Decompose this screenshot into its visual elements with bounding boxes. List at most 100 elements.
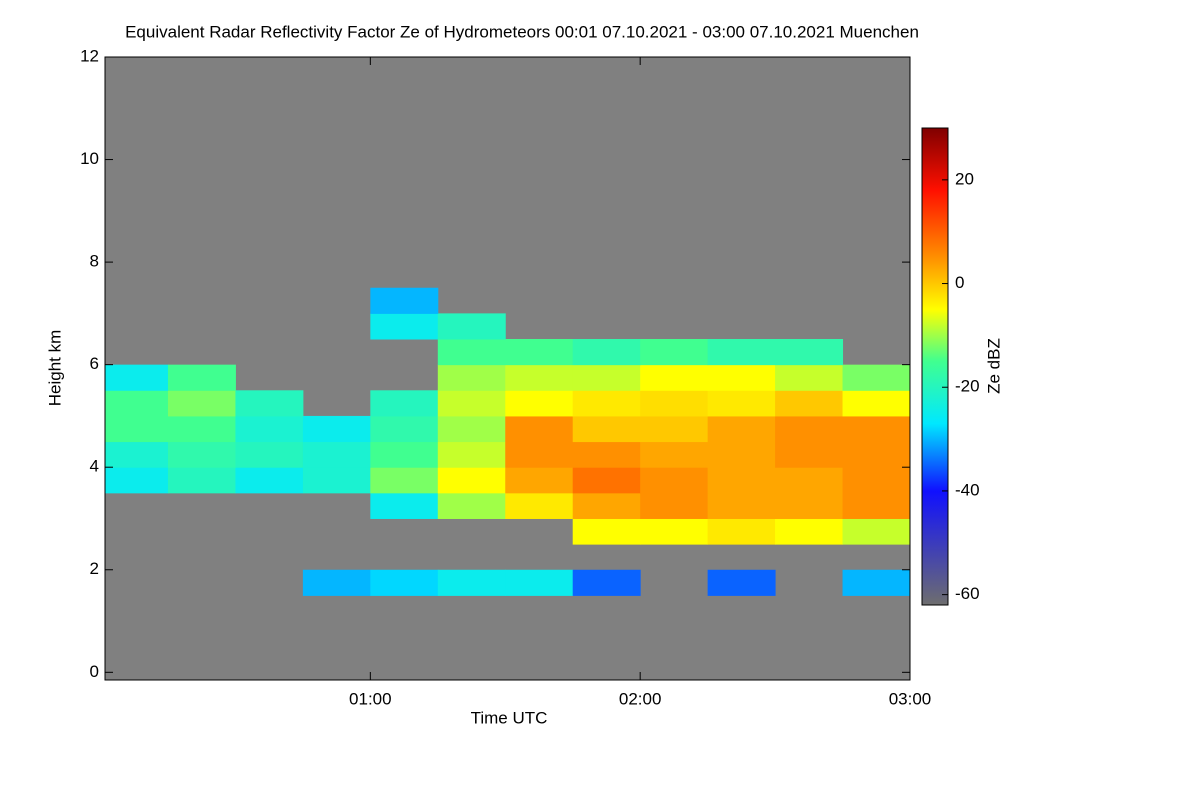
- colorbar-tick-label: -40: [955, 480, 980, 499]
- heatmap-cell: [370, 313, 439, 340]
- heatmap-cell: [775, 415, 844, 443]
- heatmap-cell: [572, 364, 641, 391]
- heatmap-cell: [572, 415, 641, 443]
- heatmap-cell: [707, 390, 776, 417]
- heatmap-cell: [707, 364, 776, 391]
- heatmap-cell: [707, 569, 776, 596]
- heatmap-cell: [105, 441, 169, 468]
- heatmap-cell: [505, 441, 574, 468]
- colorbar-tick-label: -60: [955, 584, 980, 603]
- heatmap-cell: [437, 364, 506, 391]
- heatmap-cell: [707, 492, 776, 519]
- heatmap-cell: [370, 441, 439, 468]
- heatmap-cell: [505, 339, 574, 366]
- heatmap: [105, 287, 910, 596]
- heatmap-cell: [842, 415, 910, 443]
- chart-title: Equivalent Radar Reflectivity Factor Ze …: [125, 22, 919, 41]
- heatmap-cell: [235, 467, 304, 494]
- heatmap-cell: [572, 492, 641, 519]
- y-tick-label: 12: [80, 46, 99, 65]
- heatmap-cell: [505, 467, 574, 494]
- heatmap-cell: [505, 569, 574, 596]
- x-tick-label: 02:00: [619, 689, 662, 708]
- heatmap-cell: [105, 415, 169, 443]
- heatmap-cell: [842, 518, 910, 545]
- heatmap-cell: [235, 415, 304, 443]
- heatmap-cell: [640, 364, 709, 391]
- heatmap-cell: [775, 518, 844, 545]
- heatmap-cell: [370, 467, 439, 494]
- heatmap-cell: [572, 441, 641, 468]
- y-tick-label: 4: [90, 457, 99, 476]
- x-tick-label: 01:00: [349, 689, 392, 708]
- colorbar-tick-label: 0: [955, 273, 964, 292]
- x-tick-label: 03:00: [889, 689, 932, 708]
- x-axis-label: Time UTC: [471, 708, 548, 727]
- y-axis-label: Height km: [45, 330, 64, 407]
- heatmap-cell: [167, 415, 236, 443]
- plot-frame: [104, 56, 911, 681]
- heatmap-cell: [572, 467, 641, 494]
- y-tick-label: 8: [90, 252, 99, 271]
- heatmap-cell: [842, 390, 910, 417]
- heatmap-cell: [105, 390, 169, 417]
- heatmap-cell: [167, 364, 236, 391]
- y-tick-label: 6: [90, 354, 99, 373]
- heatmap-cell: [235, 441, 304, 468]
- heatmap-cell: [505, 492, 574, 519]
- y-tick-label: 10: [80, 149, 99, 168]
- colorbar: [921, 127, 949, 606]
- heatmap-cell: [302, 415, 371, 443]
- heatmap-cell: [370, 287, 439, 314]
- heatmap-cell: [370, 569, 439, 596]
- heatmap-cell: [437, 390, 506, 417]
- y-tick-label: 0: [90, 662, 99, 681]
- heatmap-cell: [775, 467, 844, 494]
- heatmap-cell: [775, 339, 844, 366]
- colorbar-tick-label: -20: [955, 377, 980, 396]
- heatmap-cell: [572, 390, 641, 417]
- heatmap-cell: [640, 390, 709, 417]
- heatmap-cell: [775, 390, 844, 417]
- heatmap-cell: [167, 390, 236, 417]
- heatmap-cell: [105, 364, 169, 391]
- heatmap-cell: [640, 441, 709, 468]
- plot-area: [104, 56, 911, 681]
- heatmap-cell: [640, 467, 709, 494]
- heatmap-cell: [842, 467, 910, 494]
- heatmap-cell: [640, 415, 709, 443]
- heatmap-cell: [437, 415, 506, 443]
- heatmap-cell: [707, 467, 776, 494]
- heatmap-cell: [505, 390, 574, 417]
- heatmap-cell: [105, 467, 169, 494]
- heatmap-cell: [437, 441, 506, 468]
- heatmap-cell: [370, 390, 439, 417]
- heatmap-cell: [842, 492, 910, 519]
- heatmap-cell: [505, 364, 574, 391]
- heatmap-cell: [640, 492, 709, 519]
- heatmap-cell: [572, 569, 641, 596]
- heatmap-cell: [842, 569, 910, 596]
- colorbar-tick-label: 20: [955, 169, 974, 188]
- heatmap-cell: [707, 441, 776, 468]
- heatmap-cell: [572, 518, 641, 545]
- heatmap-cell: [167, 467, 236, 494]
- y-tick-label: 2: [90, 559, 99, 578]
- heatmap-cell: [640, 518, 709, 545]
- heatmap-cell: [707, 415, 776, 443]
- heatmap-cell: [167, 441, 236, 468]
- heatmap-cell: [707, 518, 776, 545]
- heatmap-cell: [437, 467, 506, 494]
- heatmap-cell: [775, 492, 844, 519]
- heatmap-cell: [842, 441, 910, 468]
- heatmap-cell: [842, 364, 910, 391]
- heatmap-cell: [505, 415, 574, 443]
- heatmap-cell: [437, 313, 506, 340]
- heatmap-cell: [370, 492, 439, 519]
- heatmap-cell: [572, 339, 641, 366]
- heatmap-cell: [302, 569, 371, 596]
- heatmap-cell: [775, 364, 844, 391]
- heatmap-cell: [775, 441, 844, 468]
- heatmap-cell: [640, 339, 709, 366]
